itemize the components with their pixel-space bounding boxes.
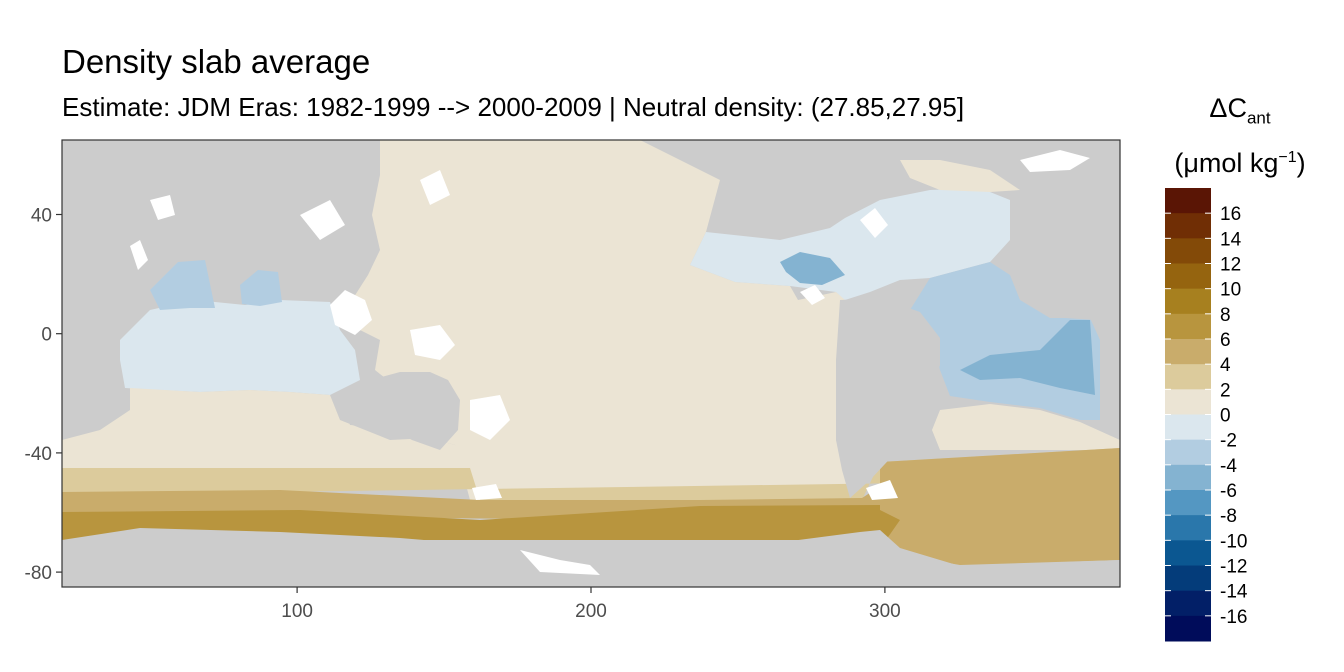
legend-label: -16 bbox=[1220, 607, 1247, 628]
x-tick-label: 200 bbox=[575, 601, 607, 622]
y-axis: 40 0 -40 -80 bbox=[25, 206, 62, 584]
legend-label: -14 bbox=[1220, 582, 1248, 603]
arabian-sea bbox=[150, 260, 215, 310]
x-tick-label: 100 bbox=[281, 601, 313, 622]
antarctica bbox=[62, 528, 1120, 587]
legend-label: 10 bbox=[1220, 280, 1241, 301]
y-tick-label: 40 bbox=[31, 206, 52, 227]
legend-unit-suffix: ) bbox=[1296, 148, 1306, 179]
legend-label: 0 bbox=[1220, 406, 1231, 427]
legend-label: 4 bbox=[1220, 355, 1231, 376]
caribbean-sea bbox=[780, 252, 845, 285]
legend-color-swatch bbox=[1165, 490, 1211, 516]
southern-ocean-band-6 bbox=[62, 505, 1120, 540]
south-indian-ocean bbox=[62, 388, 470, 470]
legend-color-swatch bbox=[1165, 565, 1211, 592]
bay-of-bengal bbox=[240, 270, 282, 306]
legend-color-swatch bbox=[1165, 464, 1211, 491]
x-axis: 100 200 300 bbox=[281, 587, 901, 622]
land-masses bbox=[340, 240, 1120, 498]
legend-label: -2 bbox=[1220, 431, 1237, 452]
legend-label: -12 bbox=[1220, 557, 1247, 578]
africa bbox=[1010, 240, 1120, 330]
legend-label: -6 bbox=[1220, 481, 1237, 502]
legend-unit-sup: −1 bbox=[1278, 149, 1297, 167]
legend-color-swatch bbox=[1165, 263, 1211, 290]
legend-label: 6 bbox=[1220, 330, 1231, 351]
legend-color-swatch bbox=[1165, 313, 1211, 340]
south-america bbox=[836, 298, 940, 498]
north-atlantic-north bbox=[900, 160, 1020, 192]
y-tick-label: -40 bbox=[25, 444, 52, 465]
legend-unit-prefix: (μmol kg bbox=[1174, 148, 1279, 179]
legend-color-swatch bbox=[1165, 439, 1211, 466]
legend-title-main: ΔC bbox=[1209, 93, 1247, 123]
legend-color-swatch bbox=[1165, 339, 1211, 365]
south-atlantic-basin bbox=[960, 320, 1095, 395]
legend-label: 14 bbox=[1220, 229, 1242, 250]
legend-color-swatch bbox=[1165, 288, 1211, 315]
legend-color-swatch bbox=[1165, 515, 1211, 541]
legend-color-swatch bbox=[1165, 615, 1211, 642]
legend-label: 12 bbox=[1220, 255, 1241, 276]
legend-label: -10 bbox=[1220, 531, 1247, 552]
north-atlantic bbox=[690, 188, 1010, 300]
legend-color-swatch bbox=[1165, 238, 1211, 264]
australia bbox=[340, 372, 460, 450]
legend-label: 8 bbox=[1220, 305, 1231, 326]
south-atlantic-band bbox=[880, 448, 1120, 565]
map-title: Density slab average bbox=[62, 43, 371, 80]
legend-title: ΔCant (μmol kg−1) bbox=[1150, 88, 1330, 183]
south-atlantic bbox=[932, 404, 1120, 450]
legend-label: -8 bbox=[1220, 506, 1237, 527]
map-subtitle: Estimate: JDM Eras: 1982-1999 --> 2000-2… bbox=[62, 92, 965, 122]
legend-color-swatch bbox=[1165, 540, 1211, 566]
legend-colorbar bbox=[1165, 188, 1211, 642]
coast-masks bbox=[130, 150, 1090, 575]
y-tick-label: 0 bbox=[41, 325, 52, 346]
legend-labels: 16 14 12 10 8 6 4 2 0 -2 -4 -6 -8 -10 -12 -14 -16 bbox=[1220, 204, 1248, 628]
legend-color-swatch bbox=[1165, 590, 1211, 617]
legend-color-swatch bbox=[1165, 188, 1211, 214]
legend-label: -4 bbox=[1220, 456, 1237, 477]
legend-color-swatch bbox=[1165, 213, 1211, 239]
legend-label: 16 bbox=[1220, 204, 1241, 225]
y-tick-label: -80 bbox=[25, 563, 52, 584]
indian-ocean bbox=[120, 300, 360, 395]
x-tick-label: 300 bbox=[869, 601, 901, 622]
legend-label: 2 bbox=[1220, 380, 1231, 401]
legend-color-swatch bbox=[1165, 389, 1211, 415]
legend-title-sub: ant bbox=[1246, 108, 1271, 128]
legend-color-swatch bbox=[1165, 364, 1211, 390]
southern-africa bbox=[1100, 330, 1120, 420]
map-panel bbox=[62, 140, 1120, 587]
legend-color-swatch bbox=[1165, 414, 1211, 441]
